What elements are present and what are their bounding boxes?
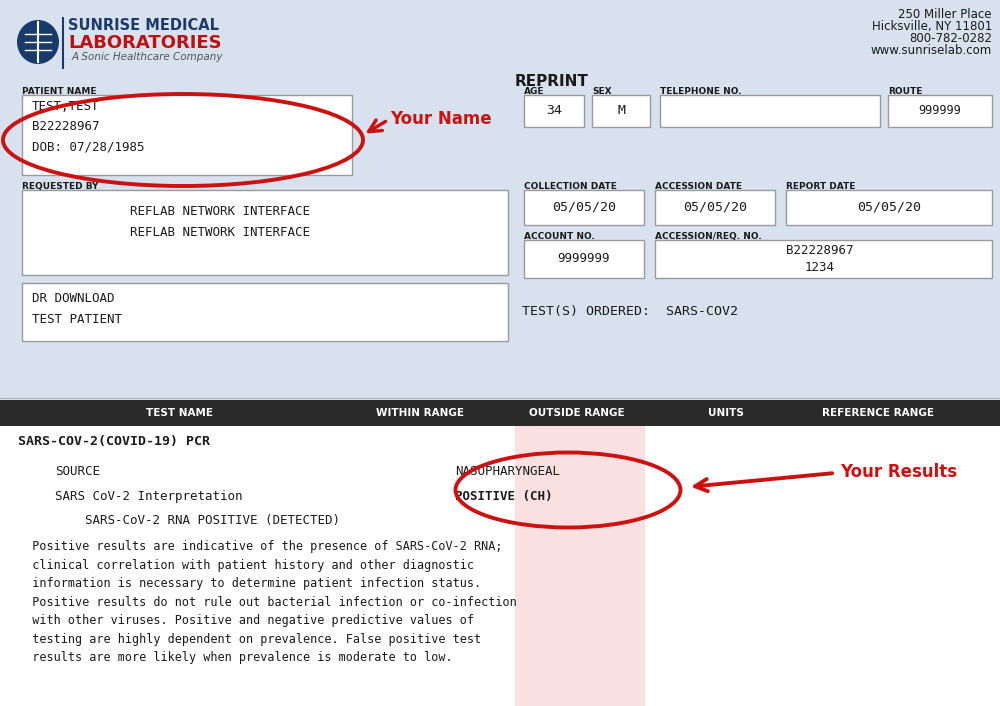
Text: SARS-CoV-2 RNA POSITIVE (DETECTED): SARS-CoV-2 RNA POSITIVE (DETECTED) (55, 514, 340, 527)
Text: Your Results: Your Results (840, 463, 957, 481)
Bar (888, 95, 992, 127)
Text: TELEPHONE NO.: TELEPHONE NO. (660, 87, 742, 96)
Text: www.sunriselab.com: www.sunriselab.com (871, 44, 992, 57)
Text: DR DOWNLOAD
TEST PATIENT: DR DOWNLOAD TEST PATIENT (32, 292, 122, 326)
Text: SARS CoV-2 Interpretation: SARS CoV-2 Interpretation (55, 490, 242, 503)
Text: Hicksville, NY 11801: Hicksville, NY 11801 (872, 20, 992, 33)
Text: OUTSIDE RANGE: OUTSIDE RANGE (529, 408, 625, 418)
Text: 9999999: 9999999 (558, 253, 610, 265)
Text: WITHIN RANGE: WITHIN RANGE (376, 408, 464, 418)
Text: TEST(S) ORDERED:  SARS-COV2: TEST(S) ORDERED: SARS-COV2 (522, 305, 738, 318)
Text: A Sonic Healthcare Company: A Sonic Healthcare Company (72, 52, 224, 62)
Bar (0, 0, 1000, 405)
Text: TEST,TEST
B22228967
DOB: 07/28/1985: TEST,TEST B22228967 DOB: 07/28/1985 (32, 100, 144, 153)
Text: 999999: 999999 (919, 104, 961, 117)
Bar (655, 190, 775, 225)
Bar (22, 190, 508, 275)
Text: 800-782-0282: 800-782-0282 (909, 32, 992, 45)
Text: M: M (617, 104, 625, 117)
Text: SARS-COV-2(COVID-19) PCR: SARS-COV-2(COVID-19) PCR (18, 435, 210, 448)
Text: B22228967
1234: B22228967 1234 (786, 244, 854, 274)
Bar (515, 426, 645, 706)
Text: COLLECTION DATE: COLLECTION DATE (524, 182, 617, 191)
Text: REQUESTED BY: REQUESTED BY (22, 182, 98, 191)
Ellipse shape (17, 20, 59, 64)
Bar (655, 240, 992, 278)
Text: ROUTE: ROUTE (888, 87, 922, 96)
Text: 34: 34 (546, 104, 562, 117)
Text: REPRINT: REPRINT (515, 74, 589, 89)
Text: AGE: AGE (524, 87, 544, 96)
Text: 250 Miller Place: 250 Miller Place (898, 8, 992, 21)
Bar (22, 283, 508, 341)
Bar (524, 240, 644, 278)
Text: SEX: SEX (592, 87, 612, 96)
Text: UNITS: UNITS (708, 408, 744, 418)
Text: TEST NAME: TEST NAME (146, 408, 214, 418)
Bar (786, 190, 992, 225)
Text: SOURCE: SOURCE (55, 465, 100, 478)
Text: Positive results are indicative of the presence of SARS-CoV-2 RNA;
  clinical co: Positive results are indicative of the p… (18, 540, 517, 664)
Text: LABORATORIES: LABORATORIES (68, 34, 222, 52)
Bar (0, 426, 1000, 706)
Bar (524, 95, 584, 127)
Text: NASOPHARYNGEAL: NASOPHARYNGEAL (455, 465, 560, 478)
Text: 05/05/20: 05/05/20 (552, 201, 616, 213)
Text: 05/05/20: 05/05/20 (857, 201, 921, 213)
Text: REPORT DATE: REPORT DATE (786, 182, 855, 191)
Text: ACCOUNT NO.: ACCOUNT NO. (524, 232, 595, 241)
Bar (22, 95, 352, 175)
Bar (0, 400, 1000, 426)
Bar (660, 95, 880, 127)
Text: Your Name: Your Name (390, 110, 492, 128)
Bar (524, 190, 644, 225)
Text: REFLAB NETWORK INTERFACE
REFLAB NETWORK INTERFACE: REFLAB NETWORK INTERFACE REFLAB NETWORK … (130, 205, 310, 239)
Text: REFERENCE RANGE: REFERENCE RANGE (822, 408, 934, 418)
Text: ACCESSION/REQ. NO.: ACCESSION/REQ. NO. (655, 232, 762, 241)
Bar (592, 95, 650, 127)
Text: PATIENT NAME: PATIENT NAME (22, 87, 96, 96)
Text: 05/05/20: 05/05/20 (683, 201, 747, 213)
Text: SUNRISE MEDICAL: SUNRISE MEDICAL (68, 18, 219, 33)
Text: POSITIVE (CH): POSITIVE (CH) (455, 490, 552, 503)
Text: ACCESSION DATE: ACCESSION DATE (655, 182, 742, 191)
